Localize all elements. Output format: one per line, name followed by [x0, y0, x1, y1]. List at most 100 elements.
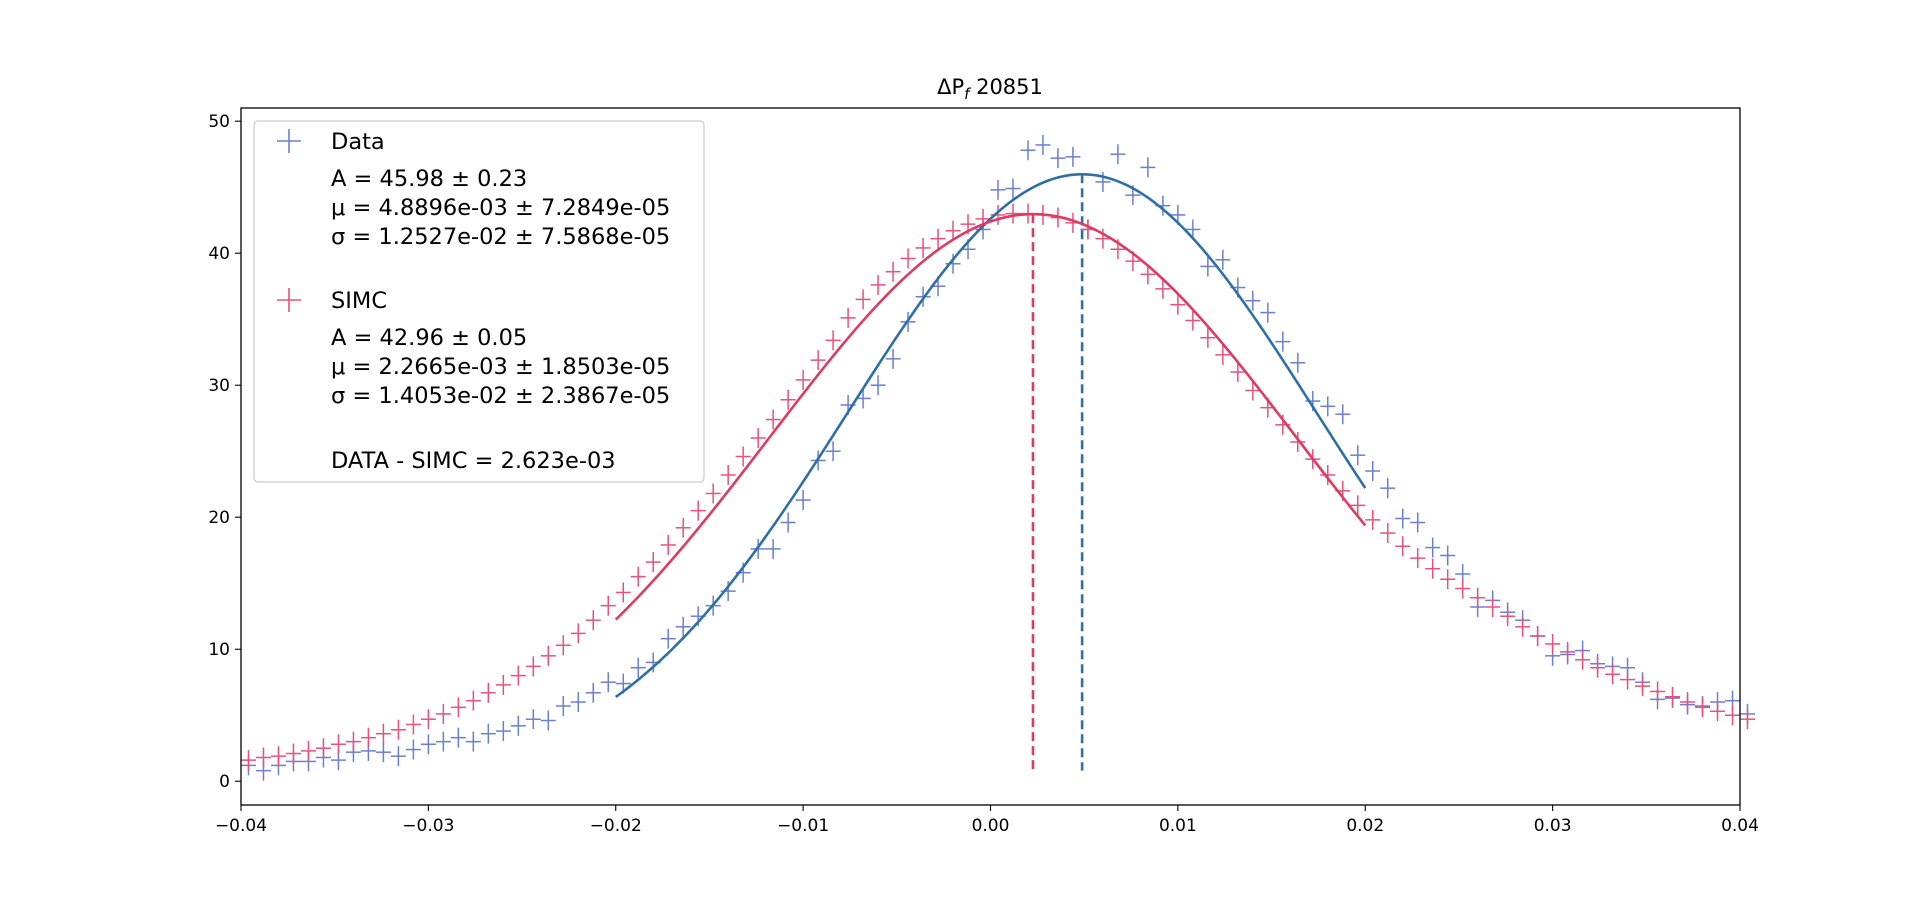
data-point-simc — [765, 409, 781, 430]
data-point-data — [465, 731, 481, 752]
data-point-data — [1290, 352, 1306, 373]
legend-simc-amplitude: A = 42.96 ± 0.05 — [331, 325, 527, 351]
data-point-data — [1095, 171, 1111, 192]
data-point-simc — [915, 237, 931, 258]
x-tick-label: −0.01 — [777, 816, 829, 836]
data-point-simc — [345, 731, 361, 752]
title-subscript: f — [964, 85, 972, 103]
data-point-simc — [1395, 536, 1411, 557]
data-point-simc — [1320, 464, 1336, 485]
data-point-simc — [1635, 676, 1651, 697]
x-tick-label: 0.01 — [1159, 816, 1197, 836]
x-tick-label: −0.03 — [402, 816, 454, 836]
data-point-simc — [585, 610, 601, 631]
data-point-data — [825, 441, 841, 462]
data-point-data — [1050, 148, 1066, 169]
data-point-simc — [1545, 633, 1561, 654]
data-point-data — [375, 742, 391, 763]
data-point-data — [1020, 140, 1036, 161]
data-point-simc — [1425, 558, 1441, 579]
data-point-data — [630, 657, 646, 678]
data-point-simc — [1515, 616, 1531, 637]
data-point-simc — [255, 747, 271, 768]
data-point-simc — [1170, 294, 1186, 315]
data-point-simc — [420, 709, 436, 730]
data-point-data — [795, 490, 811, 511]
data-point-simc — [810, 350, 826, 371]
data-point-data — [480, 723, 496, 744]
data-point-simc — [1230, 362, 1246, 383]
fit-curve-simc — [614, 212, 1367, 621]
x-tick-label: −0.02 — [590, 816, 642, 836]
data-point-data — [1320, 396, 1336, 417]
data-point-simc — [1680, 692, 1696, 713]
fit-curve-data — [614, 172, 1367, 698]
data-point-simc — [1290, 431, 1306, 452]
title-suffix: 20851 — [969, 75, 1042, 99]
data-point-simc — [1440, 569, 1456, 590]
y-tick-label: 10 — [208, 640, 230, 660]
data-point-data — [585, 682, 601, 703]
data-point-simc — [855, 289, 871, 310]
legend-difference: DATA - SIMC = 2.623e-03 — [331, 448, 616, 474]
legend-data-label: Data — [331, 129, 385, 155]
data-point-simc — [690, 500, 706, 521]
data-point-simc — [780, 389, 796, 410]
data-point-simc — [1560, 641, 1576, 662]
data-point-simc — [1215, 344, 1231, 365]
data-point-simc — [1650, 681, 1666, 702]
y-tick-label: 0 — [219, 772, 230, 792]
x-tick-label: −0.04 — [215, 816, 267, 836]
data-point-data — [1065, 146, 1081, 167]
data-point-simc — [750, 428, 766, 449]
data-point-data — [405, 739, 421, 760]
data-point-simc — [720, 464, 736, 485]
data-point-simc — [615, 582, 631, 603]
data-point-data — [1185, 219, 1201, 240]
data-point-simc — [1185, 310, 1201, 331]
legend-data-amplitude: A = 45.98 ± 0.23 — [331, 166, 527, 192]
data-point-simc — [645, 552, 661, 573]
data-point-simc — [1500, 606, 1516, 627]
data-point-data — [765, 538, 781, 559]
legend-data-sigma: σ = 1.2527e-02 ± 7.5868e-05 — [331, 224, 670, 250]
data-point-simc — [795, 369, 811, 390]
y-tick-label: 40 — [208, 244, 230, 264]
data-point-simc — [885, 261, 901, 282]
data-point-data — [1260, 302, 1276, 323]
data-point-data — [885, 348, 901, 369]
legend-simc-mu: μ = 2.2665e-03 ± 1.8503e-05 — [331, 354, 670, 380]
x-tick-label: 0.04 — [1721, 816, 1759, 836]
data-point-simc — [735, 446, 751, 467]
data-point-data — [1215, 249, 1231, 270]
data-point-data — [510, 715, 526, 736]
title-prefix: ΔP — [937, 75, 964, 99]
data-point-data — [1335, 404, 1351, 425]
data-point-data — [1365, 461, 1381, 482]
data-point-simc — [1245, 380, 1261, 401]
data-point-data — [780, 512, 796, 533]
data-point-simc — [840, 307, 856, 328]
x-tick-label: 0.00 — [972, 816, 1010, 836]
data-point-simc — [1665, 686, 1681, 707]
data-point-simc — [825, 330, 841, 351]
data-point-simc — [1530, 626, 1546, 647]
legend: Data A = 45.98 ± 0.23 μ = 4.8896e-03 ± 7… — [253, 120, 705, 483]
data-point-simc — [1005, 203, 1021, 224]
data-point-simc — [600, 595, 616, 616]
data-point-simc — [405, 714, 421, 735]
data-point-simc — [900, 248, 916, 269]
data-point-data — [390, 746, 406, 767]
data-point-data — [435, 731, 451, 752]
data-point-data — [1350, 445, 1366, 466]
data-point-simc — [480, 682, 496, 703]
data-point-simc — [1740, 709, 1755, 730]
data-point-simc — [630, 566, 646, 587]
data-point-simc — [1350, 495, 1366, 516]
data-point-simc — [705, 483, 721, 504]
data-point-simc — [525, 656, 541, 677]
data-point-data — [1380, 478, 1396, 499]
data-point-simc — [285, 743, 301, 764]
y-tick-label: 50 — [208, 112, 230, 132]
data-point-data — [540, 710, 556, 731]
